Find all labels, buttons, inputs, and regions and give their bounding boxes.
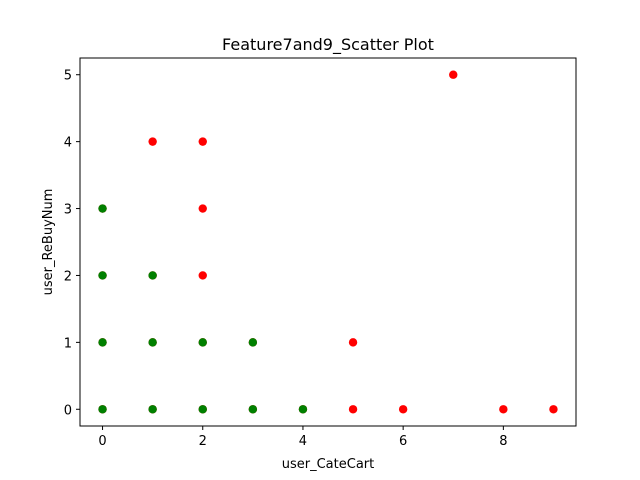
- green-point: [148, 338, 157, 347]
- x-tick-label: 2: [199, 434, 207, 449]
- x-tick-label: 4: [299, 434, 307, 449]
- red-point: [198, 271, 207, 280]
- red-point: [348, 405, 358, 414]
- x-tick-label: 6: [399, 434, 407, 449]
- red-point: [499, 405, 508, 414]
- y-axis-label: user_ReBuyNum: [41, 189, 56, 296]
- red-point: [348, 338, 358, 347]
- green-point: [98, 405, 107, 414]
- x-axis-label: user_CateCart: [282, 457, 374, 472]
- chart-title: Feature7and9_Scatter Plot: [222, 35, 434, 55]
- green-point: [248, 338, 258, 347]
- red-point: [198, 204, 207, 213]
- green-point: [148, 271, 157, 280]
- y-tick-label: 4: [64, 136, 72, 151]
- y-axis-ticks: 0 1 2 3 4 5: [64, 69, 80, 418]
- y-tick-label: 3: [64, 203, 72, 218]
- x-axis-ticks: 0 2 4 6 8: [98, 426, 507, 449]
- green-point: [298, 405, 308, 414]
- red-point: [148, 137, 157, 146]
- plot-frame: [79, 57, 577, 427]
- points-layer: [98, 70, 558, 414]
- red-point: [398, 405, 408, 414]
- x-tick-label: 8: [499, 434, 507, 449]
- y-tick-label: 1: [64, 336, 72, 351]
- red-point: [449, 70, 458, 79]
- green-point: [98, 338, 107, 347]
- green-point: [248, 405, 258, 414]
- green-point: [98, 271, 107, 280]
- green-point: [198, 405, 207, 414]
- red-point: [198, 137, 207, 146]
- green-point: [98, 204, 107, 213]
- x-tick-label: 0: [98, 434, 106, 449]
- y-tick-label: 2: [64, 269, 72, 284]
- y-tick-label: 0: [64, 403, 72, 418]
- green-point: [148, 405, 157, 414]
- green-point: [198, 338, 207, 347]
- red-point: [549, 405, 558, 414]
- y-tick-label: 5: [64, 69, 72, 84]
